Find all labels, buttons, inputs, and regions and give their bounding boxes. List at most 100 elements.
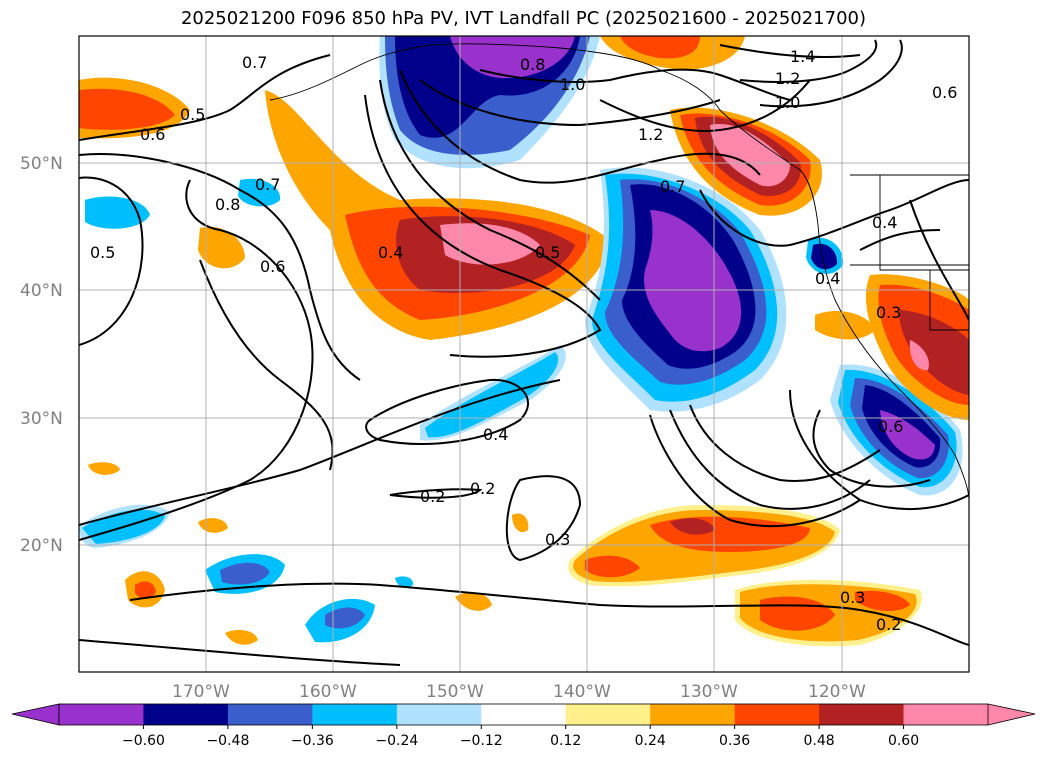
colorbar-box — [481, 704, 567, 725]
lat-label: 30°N — [20, 409, 63, 429]
contour-line — [689, 404, 881, 482]
contour-label: 0.2 — [420, 487, 445, 506]
contour-label: 0.8 — [520, 55, 545, 74]
colorbar-tick-label: 0.12 — [550, 733, 581, 749]
gridlines — [79, 36, 969, 672]
contour-label: 0.5 — [180, 105, 205, 124]
colorbar-tick-label: −0.24 — [375, 733, 418, 749]
lon-label: 120°W — [808, 682, 866, 702]
colorbar-extend-low — [11, 703, 60, 726]
contour-label: 1.4 — [790, 47, 815, 66]
contour-label: 0.7 — [660, 177, 685, 196]
colorbar-box — [903, 704, 989, 725]
pv-positive-region — [909, 340, 929, 371]
colorbar-box — [312, 704, 398, 725]
contour-label: 0.4 — [815, 269, 840, 288]
pv-positive-region — [135, 581, 156, 599]
lat-label: 40°N — [20, 281, 63, 301]
pv-negative-region — [238, 178, 281, 207]
contour-line — [379, 79, 601, 301]
colorbar-tick-label: 0.24 — [635, 733, 666, 749]
pv-negative-region — [395, 576, 414, 588]
pv-positive-region — [198, 518, 228, 533]
contour-line — [649, 414, 861, 528]
contour-label: 0.4 — [378, 243, 403, 262]
contour-line — [399, 69, 761, 184]
pv-positive-region — [198, 226, 245, 269]
pv-positive-region — [455, 592, 492, 611]
colorbar-box — [650, 704, 736, 725]
lon-label: 140°W — [553, 682, 611, 702]
colorbar-frame — [58, 703, 989, 726]
pc-contours — [79, 39, 969, 666]
contour-label: 0.7 — [255, 175, 280, 194]
contour-label: 0.7 — [242, 53, 267, 72]
lat-axis-labels: 50°N 40°N 30°N 20°N — [20, 154, 63, 556]
pv-negative-region — [325, 607, 365, 629]
colorbar: −0.60 −0.48 −0.36 −0.24 −0.12 0.12 0.24 0.36 0.4… — [11, 703, 1036, 749]
colorbar-box — [734, 704, 820, 725]
colorbar-tick-label: 0.36 — [719, 733, 750, 749]
map-frame — [78, 35, 970, 673]
pv-positive-region — [899, 310, 969, 395]
pv-positive-region — [710, 124, 790, 187]
colorbar-tick-label: −0.36 — [291, 733, 334, 749]
contour-label: 0.6 — [260, 257, 285, 276]
contour-line — [79, 379, 561, 526]
contour-label: 0.5 — [90, 243, 115, 262]
contour-line — [669, 409, 871, 510]
lon-label: 150°W — [426, 682, 484, 702]
pv-shading — [79, 36, 969, 647]
contour-line — [599, 79, 811, 132]
contour-label: 0.2 — [876, 615, 901, 634]
pv-positive-region — [225, 629, 258, 645]
lat-label: 20°N — [20, 536, 63, 556]
colorbar-box — [59, 704, 144, 725]
contour-line — [79, 176, 144, 346]
contour-label: 1.0 — [775, 93, 800, 112]
colorbar-tick-label: −0.60 — [122, 733, 165, 749]
pv-positive-region — [79, 88, 175, 130]
contour-line — [389, 488, 483, 499]
contour-line — [759, 39, 903, 108]
contour-line — [739, 39, 878, 83]
contour-label: 0.4 — [872, 213, 897, 232]
colorbar-box — [819, 704, 905, 725]
contour-label: 0.3 — [840, 588, 865, 607]
coastline — [269, 43, 969, 501]
pv-negative-region — [644, 210, 742, 352]
contour-line — [505, 475, 582, 562]
pv-negative-region — [220, 562, 270, 585]
contour-line — [909, 199, 969, 321]
colorbar-tick-label: 0.48 — [804, 733, 835, 749]
contour-label: 1.2 — [775, 69, 800, 88]
contour-label: 0.6 — [878, 417, 903, 436]
contour-label: 1.0 — [560, 75, 585, 94]
contour-label: 0.4 — [483, 425, 508, 444]
lon-label: 170°W — [172, 682, 230, 702]
pv-negative-region — [425, 352, 559, 438]
contour-labels: 0.7 0.8 1.0 1.4 1.2 1.0 0.6 0.5 0.6 0.7 … — [90, 47, 957, 634]
contour-line — [79, 639, 401, 666]
colorbar-extend-high — [987, 703, 1036, 726]
contour-label: 0.2 — [470, 479, 495, 498]
contour-label: 0.8 — [215, 195, 240, 214]
pv-positive-region — [585, 555, 640, 578]
contour-line — [419, 79, 721, 127]
contour-line — [479, 68, 791, 101]
colorbar-box — [565, 704, 651, 725]
contour-line — [364, 94, 602, 358]
pv-positive-region — [815, 310, 875, 340]
contour-label: 0.5 — [535, 243, 560, 262]
pv-negative-region — [811, 243, 838, 270]
pv-positive-region — [512, 513, 529, 533]
contour-line — [789, 389, 969, 510]
contour-label: 0.6 — [140, 125, 165, 144]
lon-label: 160°W — [299, 682, 357, 702]
contour-line — [365, 378, 530, 445]
contour-label: 1.2 — [638, 125, 663, 144]
colorbar-tick-label: 0.60 — [888, 733, 919, 749]
contour-line — [812, 409, 931, 488]
contour-label: 0.3 — [876, 303, 901, 322]
